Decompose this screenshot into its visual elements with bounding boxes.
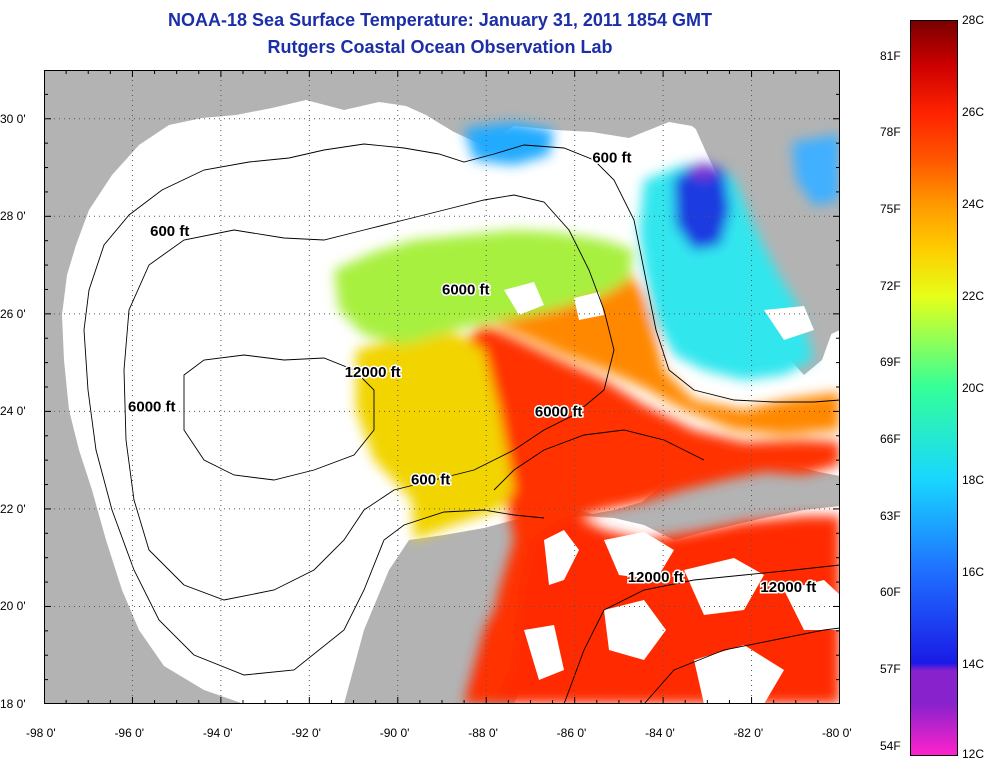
contour-label: 6000 ft — [535, 403, 583, 420]
lon-tick-label: -84 0' — [645, 726, 675, 740]
fahrenheit-label: 57F — [880, 662, 901, 677]
contour-600ft-west — [83, 329, 545, 676]
celsius-label: 24C — [962, 197, 985, 211]
contour-600ft — [83, 143, 840, 403]
contour-6000ft — [123, 194, 615, 601]
lat-tick-label: 28 0' — [0, 209, 26, 224]
lon-tick-label: -88 0' — [468, 726, 498, 740]
lat-lon-grid — [44, 70, 840, 704]
fahrenheit-label: 81F — [880, 48, 901, 63]
fahrenheit-label: 69F — [880, 355, 901, 370]
lon-tick-label: -82 0' — [733, 726, 764, 740]
contour-label: 600 ft — [592, 150, 631, 167]
fahrenheit-label: 63F — [880, 508, 901, 523]
contour-label: 600 ft — [411, 472, 450, 489]
fahrenheit-label: 66F — [880, 432, 901, 447]
lon-tick-label: -98 0' — [26, 726, 56, 740]
lat-tick-label: 22 0' — [0, 501, 26, 516]
fahrenheit-label: 60F — [880, 585, 901, 600]
celsius-label: 20C — [962, 381, 985, 395]
contour-6000ft-yucatan — [493, 429, 705, 491]
lon-tick-label: -86 0' — [556, 726, 587, 740]
cloud-cover — [504, 282, 840, 704]
bathymetry-contours — [83, 143, 840, 704]
celsius-label: 16C — [962, 565, 985, 579]
fahrenheit-label: 72F — [880, 278, 901, 293]
contour-label: 600 ft — [150, 223, 189, 240]
lat-tick-label: 26 0' — [0, 306, 26, 321]
celsius-label: 22C — [962, 289, 985, 303]
lon-tick-label: -96 0' — [114, 726, 145, 740]
contour-label: 12000 ft — [628, 569, 684, 586]
axis-ticks — [44, 70, 840, 704]
lat-tick-label: 24 0' — [0, 404, 26, 419]
sst-central-gulf-yellow — [356, 332, 514, 540]
lat-tick-label: 20 0' — [0, 599, 26, 614]
sst-loop-current — [454, 325, 840, 704]
celsius-label: 18C — [962, 473, 985, 487]
celsius-label: 12C — [962, 747, 985, 761]
contour-labels: 600 ft 600 ft 6000 ft 12000 ft 6000 ft 6000 f… — [127, 148, 818, 597]
fahrenheit-label: 54F — [880, 738, 901, 753]
sst-north-cyan-patch — [464, 122, 554, 165]
contour-12000ft-caribbean-2 — [643, 627, 840, 704]
sst-northern-shelf-green — [334, 230, 634, 345]
map-subtitle: Rutgers Coastal Ocean Observation Lab — [267, 37, 613, 57]
contour-12000ft — [183, 354, 375, 481]
contour-label: 12000 ft — [345, 364, 401, 381]
lon-tick-label: -80 0' — [822, 726, 852, 740]
sst-map: 600 ft 600 ft 6000 ft 12000 ft 6000 ft 6000 f… — [44, 70, 840, 704]
lat-tick-label: 30 0' — [0, 111, 26, 126]
contour-label: 6000 ft — [128, 398, 176, 415]
map-title: NOAA-18 Sea Surface Temperature: January… — [168, 10, 712, 30]
temperature-colorbar — [910, 20, 958, 756]
lon-tick-label: -90 0' — [379, 726, 410, 740]
lon-tick-label: -94 0' — [202, 726, 233, 740]
fahrenheit-label: 78F — [880, 125, 901, 140]
contour-label: 6000 ft — [442, 281, 490, 298]
sst-cold-blue — [674, 162, 730, 250]
contour-12000ft-caribbean — [563, 564, 840, 704]
lon-tick-label: -92 0' — [291, 726, 321, 740]
fahrenheit-label: 75F — [880, 202, 901, 217]
celsius-label: 26C — [962, 105, 985, 119]
sst-florida-east-cyan — [792, 134, 840, 206]
sst-cold-purple — [684, 162, 716, 180]
contour-label: 12000 ft — [760, 579, 816, 596]
celsius-label: 14C — [962, 657, 985, 671]
celsius-label: 28C — [962, 13, 985, 27]
lat-tick-label: 18 0' — [0, 697, 26, 711]
